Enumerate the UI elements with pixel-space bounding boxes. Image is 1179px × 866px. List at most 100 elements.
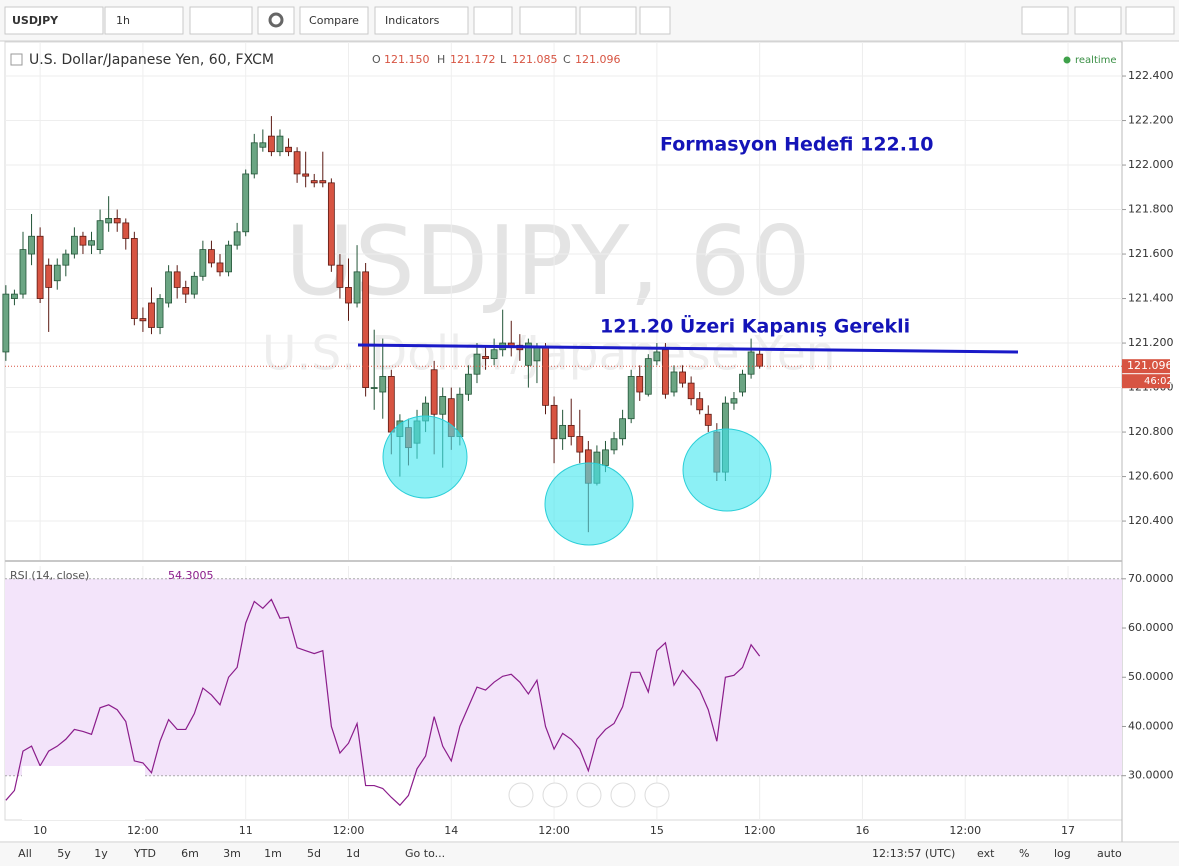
compare-button[interactable] — [299, 6, 369, 35]
candle-body — [79, 235, 87, 246]
y-tick-label: 50.0000 — [1128, 670, 1174, 683]
range-button[interactable]: 3m — [223, 847, 241, 860]
legend: U.S. Dollar/Japanese Yen, 60, FXCM O 121… — [10, 52, 1117, 582]
range-button[interactable]: 1d — [346, 847, 360, 860]
rsi-band — [5, 578, 1122, 776]
candle-body — [199, 249, 207, 277]
interval-box[interactable] — [104, 6, 184, 35]
range-button[interactable]: All — [18, 847, 32, 860]
candle-body — [302, 173, 310, 177]
toolbar: USDJPY 1h Compare Indicators — [0, 0, 1179, 42]
candle-body — [662, 349, 669, 395]
ohlc-value: 121.150 — [384, 53, 430, 66]
candle-body — [387, 376, 395, 433]
collapse-icon[interactable] — [10, 53, 23, 66]
candle-body — [550, 404, 558, 440]
candle-body — [11, 293, 18, 299]
candle-body — [148, 302, 155, 328]
x-tick-label: 17 — [1061, 824, 1075, 837]
reset[interactable] — [576, 782, 602, 808]
range-button[interactable]: 1m — [264, 847, 282, 860]
ohlc-key: H — [437, 53, 445, 66]
settings-button[interactable] — [257, 6, 295, 35]
candle-body — [96, 220, 104, 251]
candle-body — [62, 253, 70, 266]
candle-body — [70, 235, 78, 255]
candle-body — [465, 373, 472, 395]
candle-body — [242, 173, 250, 233]
ext-toggle[interactable]: ext — [977, 847, 995, 860]
y-tick-label: 121.200 — [1128, 336, 1174, 349]
candle-body — [747, 351, 755, 375]
candle-body — [250, 142, 258, 175]
candle-body — [370, 387, 378, 389]
log-toggle[interactable]: log — [1054, 847, 1071, 860]
price-tag — [1122, 359, 1170, 374]
scroll-right[interactable] — [644, 782, 670, 808]
x-tick-label: 10 — [33, 824, 47, 837]
layout-button[interactable] — [1021, 6, 1069, 35]
symbol[interactable]: USDJPY — [12, 14, 59, 27]
compare-label[interactable]: Compare — [309, 14, 359, 27]
undo-redo-button[interactable] — [579, 6, 637, 35]
publish-button[interactable] — [1125, 6, 1175, 35]
range-button[interactable]: YTD — [133, 847, 156, 860]
candle-body — [756, 353, 764, 367]
candle-body — [259, 142, 267, 148]
y-tick-label: 30.0000 — [1128, 769, 1174, 782]
goto[interactable]: Go to... — [405, 847, 445, 860]
zoom-out[interactable] — [542, 782, 568, 808]
zoom-in[interactable] — [610, 782, 636, 808]
x-tick-label: 12:00 — [538, 824, 570, 837]
idea-button[interactable] — [519, 6, 577, 35]
range-button[interactable]: 5y — [57, 847, 71, 860]
x-tick-label: 12:00 — [949, 824, 981, 837]
candle-body — [636, 376, 644, 393]
auto-toggle[interactable]: auto — [1097, 847, 1122, 860]
range-button[interactable]: 5d — [307, 847, 321, 860]
chart-style-button[interactable] — [189, 6, 253, 35]
candle-body — [2, 293, 10, 353]
gear-icon — [268, 12, 284, 28]
range-button[interactable]: 1y — [94, 847, 108, 860]
candle-body — [122, 222, 130, 239]
y-tick-label: 122.000 — [1128, 158, 1174, 171]
symbol-box[interactable] — [4, 6, 104, 35]
candle-body — [173, 271, 181, 288]
candle-body — [36, 235, 44, 299]
candle-body — [19, 249, 27, 295]
x-tick-label: 12:00 — [744, 824, 776, 837]
candle-body — [730, 398, 738, 404]
candle-body — [105, 218, 113, 224]
candle-body — [208, 249, 215, 264]
candle-body — [345, 287, 352, 304]
indicators-label[interactable]: Indicators — [385, 14, 440, 27]
candle-body — [182, 287, 190, 295]
alert-button[interactable] — [473, 6, 513, 35]
candle-body — [362, 271, 370, 388]
candle-body — [113, 218, 121, 224]
range-button[interactable]: 6m — [181, 847, 199, 860]
candle-body — [216, 262, 224, 273]
save-button[interactable] — [1074, 6, 1122, 35]
status: realtime — [1075, 55, 1117, 66]
highlight-circle — [682, 428, 772, 512]
candle-body — [190, 275, 198, 295]
candle-body — [602, 449, 609, 466]
countdown-tag — [1122, 374, 1170, 389]
candle-body — [670, 371, 678, 393]
x-tick-label: 11 — [239, 824, 253, 837]
scroll-left[interactable] — [508, 782, 534, 808]
percent-toggle[interactable]: % — [1019, 847, 1029, 860]
highlight-circle — [544, 462, 634, 546]
candle-body — [490, 349, 498, 360]
x-tick-label: 16 — [855, 824, 869, 837]
indicators-button[interactable] — [374, 6, 469, 35]
y-tick-label: 121.800 — [1128, 203, 1174, 216]
fullscreen-button[interactable] — [639, 6, 671, 35]
candle-body — [293, 151, 301, 175]
interval[interactable]: 1h — [116, 14, 130, 27]
countdown-label: 46:02 — [1144, 376, 1173, 387]
candle-body — [439, 396, 447, 415]
